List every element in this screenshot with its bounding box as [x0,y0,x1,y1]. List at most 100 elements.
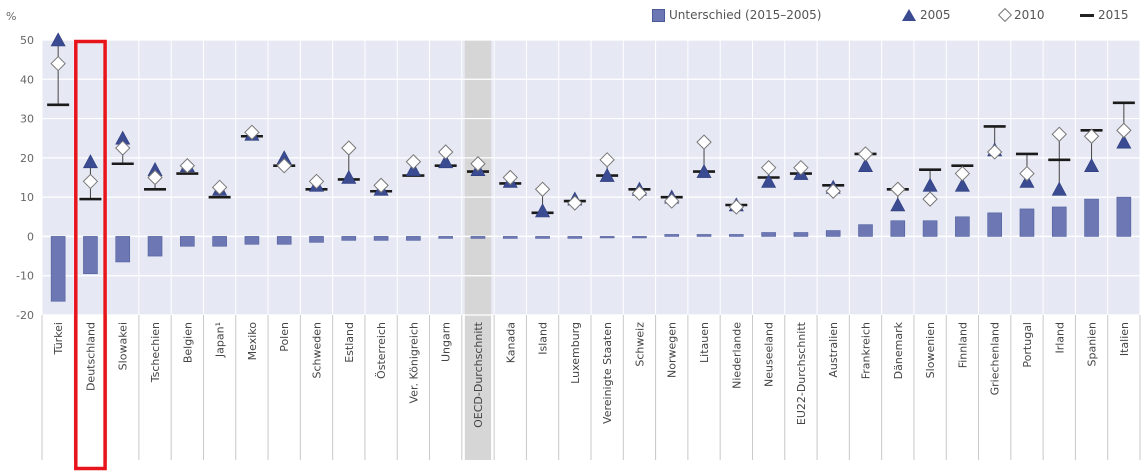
marker-2005 [50,32,66,47]
marker-2010 [373,177,389,194]
marker-2005 [922,177,938,192]
y-tick-label: -20 [16,309,34,322]
x-tick-label: Schweden [311,322,324,379]
marker-2005 [954,177,970,192]
difference-bar [438,236,453,239]
difference-bar [502,236,518,239]
marker-2010 [308,173,325,190]
legend-label-2010: 2010 [1014,8,1045,22]
marker-2010 [276,158,292,174]
marker-2010 [50,55,66,72]
legend-item-difference: Unterschied (2015–2005) [652,8,821,22]
difference-bar [83,236,98,275]
legend-triangle-swatch [902,9,916,21]
x-tick-label: Luxemburg [569,322,582,384]
difference-bar [406,236,421,241]
difference-bar [535,236,550,239]
difference-bar [309,236,324,243]
marker-2005 [1051,181,1067,196]
y-tick-label: -10 [16,270,34,283]
difference-bar [922,220,938,237]
legend-bar-swatch [652,8,665,22]
x-tick-label: Island [537,322,550,355]
marker-2010 [1051,126,1067,142]
marker-2010 [825,183,841,199]
marker-2010 [567,195,583,211]
difference-bar [147,236,163,257]
x-tick-label: EU22-Durchschnitt [795,321,808,425]
x-tick-label: Kanada [504,322,517,363]
marker-2010 [1083,128,1100,144]
marker-2005 [696,163,712,178]
x-tick-label: Mexiko [246,322,259,361]
difference-bar [955,216,970,237]
marker-2005 [82,154,98,169]
marker-2010 [664,193,680,209]
marker-2010 [890,181,906,197]
difference-bar [212,236,227,247]
x-tick-label: Finnland [956,322,969,368]
marker-2005 [535,203,551,218]
marker-2005 [1084,158,1100,173]
difference-bar [115,236,131,263]
marker-2010 [1116,122,1132,139]
average-column-highlight [464,40,492,460]
marker-2010 [631,185,648,201]
difference-bar [793,232,809,237]
difference-bar [470,236,486,239]
x-tick-label: Ver. Königreich [407,322,420,404]
y-tick-label: 20 [20,152,34,165]
x-tick-label: Spanien [1086,322,1099,367]
x-tick-label: Österreich [375,322,388,379]
x-tick-label: Frankreich [860,322,873,379]
x-tick-label: Italien [1118,322,1131,356]
marker-2010 [244,124,260,141]
legend-label-2015: 2015 [1098,8,1129,22]
marker-2010 [115,140,131,156]
marker-2010 [696,134,712,150]
legend-item-2005: 2005 [902,8,951,22]
x-tick-label: Slowenien [924,322,937,378]
difference-bar [244,236,260,245]
x-tick-label: Dänemark [892,321,905,379]
difference-bar [1051,206,1067,237]
difference-bar [1116,196,1132,237]
x-tick-label: Schweiz [633,322,646,367]
difference-bar [1084,198,1099,237]
marker-2010 [437,144,454,160]
difference-bar [567,236,583,239]
x-tick-label: Portugal [1021,322,1034,368]
marker-2010 [599,152,615,168]
y-tick-label: 10 [20,191,34,204]
marker-2010 [341,140,357,156]
marker-2005 [438,154,454,169]
difference-bar [858,224,873,237]
marker-2010 [179,158,196,174]
marker-2010 [534,181,551,197]
x-tick-label: Vereinigte Staaten [601,322,614,424]
difference-bar [664,234,680,237]
marker-2010 [760,159,777,176]
x-tick-label: Norwegen [666,322,679,378]
x-tick-label: Japan¹ [214,322,227,358]
marker-2005 [599,167,615,182]
y-tick-label: 40 [20,73,34,86]
difference-bar [890,220,906,237]
marker-2010 [728,199,745,215]
difference-bar [1019,208,1035,237]
y-tick-label: 0 [27,230,34,243]
x-tick-label: Tschechien [149,322,162,383]
x-tick-label: Deutschland [84,322,97,391]
x-tick-label: Litauen [698,322,711,363]
highlight-frame [74,39,107,471]
legend-label-difference: Unterschied (2015–2005) [669,8,822,22]
difference-bar [599,236,615,239]
difference-bar [50,236,66,302]
legend-label-2005: 2005 [920,8,951,22]
y-tick-label: 50 [20,34,34,47]
x-tick-label: Ungarn [440,322,453,362]
x-tick-label: Australien [827,322,840,378]
marker-2010 [147,169,163,186]
x-tick-label: Irland [1053,322,1066,354]
